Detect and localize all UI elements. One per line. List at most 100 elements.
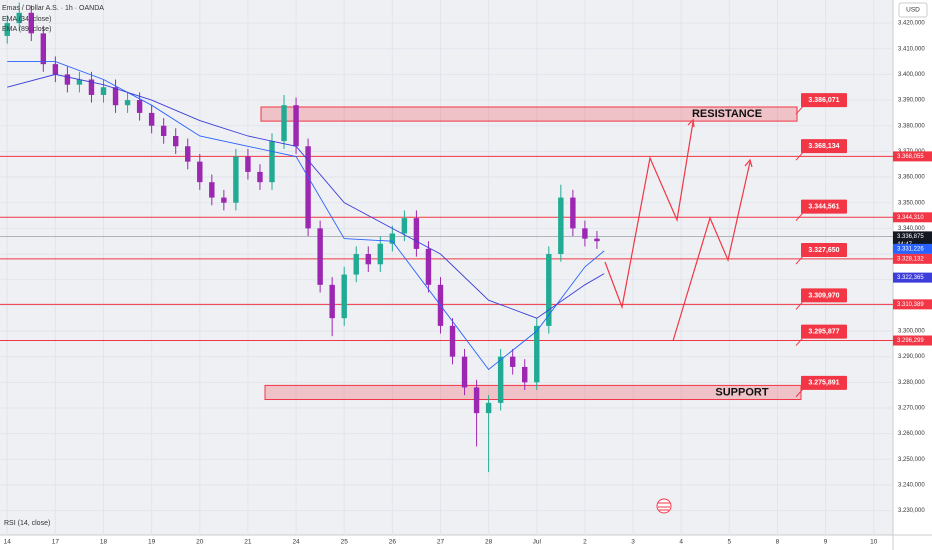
y-tick-label: 3.400,000 <box>898 72 925 78</box>
candle-body <box>124 100 131 106</box>
level-label: 3.328,132 <box>897 256 924 262</box>
ema-label: 3.331,226 <box>897 246 924 252</box>
candle-body <box>173 135 179 147</box>
candle-body <box>401 218 408 234</box>
callout-box <box>801 243 847 258</box>
candle-body <box>52 64 59 75</box>
x-tick-label: 19 <box>148 539 156 546</box>
candle-body <box>76 79 83 85</box>
candle-body <box>269 141 275 183</box>
grid <box>0 0 893 535</box>
candle-body <box>461 356 468 388</box>
candle-body <box>160 125 167 136</box>
candle-body <box>40 33 47 65</box>
y-tick-label: 3.380,000 <box>898 123 925 129</box>
legend-entry: EMA (89, close) <box>2 26 51 33</box>
candle-body <box>112 87 119 106</box>
levels <box>0 155 893 342</box>
chart-title: Emas / Dollar A.S. · 1h · OANDA <box>2 5 104 12</box>
ema-tag <box>893 243 932 254</box>
candle-body <box>558 197 564 255</box>
x-tick-label: 8 <box>776 539 780 546</box>
candle-body <box>341 274 347 319</box>
candle-body <box>209 182 215 198</box>
x-tick-label: 4 <box>679 539 683 546</box>
zone-label: SUPPORT <box>715 386 768 398</box>
x-tick-label: 5 <box>728 539 732 546</box>
ema-line <box>7 73 605 319</box>
callout-box <box>801 288 847 303</box>
candle-body <box>509 356 516 367</box>
indicator-label: RSI (14, close) <box>4 520 50 527</box>
level-label: 3.368,055 <box>897 154 924 160</box>
candle-body <box>497 356 504 403</box>
candle-body <box>16 12 22 24</box>
ema-line <box>7 61 605 371</box>
candle-body <box>233 156 239 203</box>
x-tick-label: 17 <box>52 539 60 546</box>
legend-entry: EMA (34, close) <box>2 16 51 23</box>
zone <box>260 106 798 122</box>
level-label: 3.296,299 <box>897 338 924 344</box>
y-tick-label: 3.420,000 <box>898 21 925 27</box>
candle-body <box>197 161 203 183</box>
y-tick-label: 3.410,000 <box>898 46 925 52</box>
x-tick-label: 18 <box>100 539 108 546</box>
callout-box <box>801 199 847 214</box>
x-tick-label: 14 <box>4 539 12 546</box>
candle-body <box>425 248 432 285</box>
x-tick-label: 28 <box>485 539 493 546</box>
level-tag <box>893 253 932 264</box>
callout-label: 3.368,134 <box>808 143 839 150</box>
zone-label: RESISTANCE <box>692 108 762 120</box>
candle-body <box>329 284 335 319</box>
x-tick-label: 25 <box>341 539 349 546</box>
y-tick-label: 3.360,000 <box>898 175 925 181</box>
x-tick-label: 2 <box>583 539 587 546</box>
candle-body <box>522 366 528 383</box>
zone <box>264 384 802 401</box>
callout-label: 3.386,071 <box>808 97 839 104</box>
candle-body <box>413 218 420 249</box>
candle-body <box>546 254 552 326</box>
y-tick-label: 3.290,000 <box>898 354 925 360</box>
flag-icon <box>656 498 672 514</box>
y-tick-label: 3.240,000 <box>898 483 925 489</box>
candle-body <box>317 228 323 285</box>
x-tick-label: 26 <box>389 539 397 546</box>
level-tag <box>893 299 932 310</box>
candle-body <box>221 197 227 203</box>
x-tick-label: 10 <box>870 539 878 546</box>
axis-labels: 3.230,000 3.240,000 3.250,000 3.260,000 3.27… <box>4 21 932 546</box>
currency[interactable]: USD <box>906 7 920 14</box>
ema-lines <box>7 61 605 371</box>
candle-body <box>594 238 600 242</box>
candle-body <box>64 74 71 85</box>
projection <box>604 118 753 342</box>
y-tick-label: 3.260,000 <box>898 431 925 437</box>
currency-button[interactable] <box>898 2 928 18</box>
level-tag <box>893 151 932 162</box>
callout-box <box>801 139 847 154</box>
y-tick-label: 3.350,000 <box>898 200 925 206</box>
candle-body <box>281 105 287 142</box>
level-tag <box>893 212 932 223</box>
candle-body <box>185 146 191 162</box>
callouts: 3.386,071 3.368,134 3.344,561 3.327,650 3.30… <box>795 93 847 398</box>
candle-body <box>353 254 359 275</box>
time-axis <box>0 535 893 550</box>
callout-label: 3.275,891 <box>808 380 839 387</box>
candle-body <box>473 387 480 414</box>
candle-body <box>389 233 396 244</box>
candle-body <box>148 112 155 126</box>
arrow-head <box>687 118 695 128</box>
x-tick-label: 21 <box>244 539 252 546</box>
x-tick-label: 9 <box>824 539 828 546</box>
candle-body <box>28 12 34 34</box>
y-tick-label: 3.270,000 <box>898 406 925 412</box>
candle-body <box>4 23 10 36</box>
y-tick-label: 3.390,000 <box>898 98 925 104</box>
level-label: 3.310,389 <box>897 302 924 308</box>
